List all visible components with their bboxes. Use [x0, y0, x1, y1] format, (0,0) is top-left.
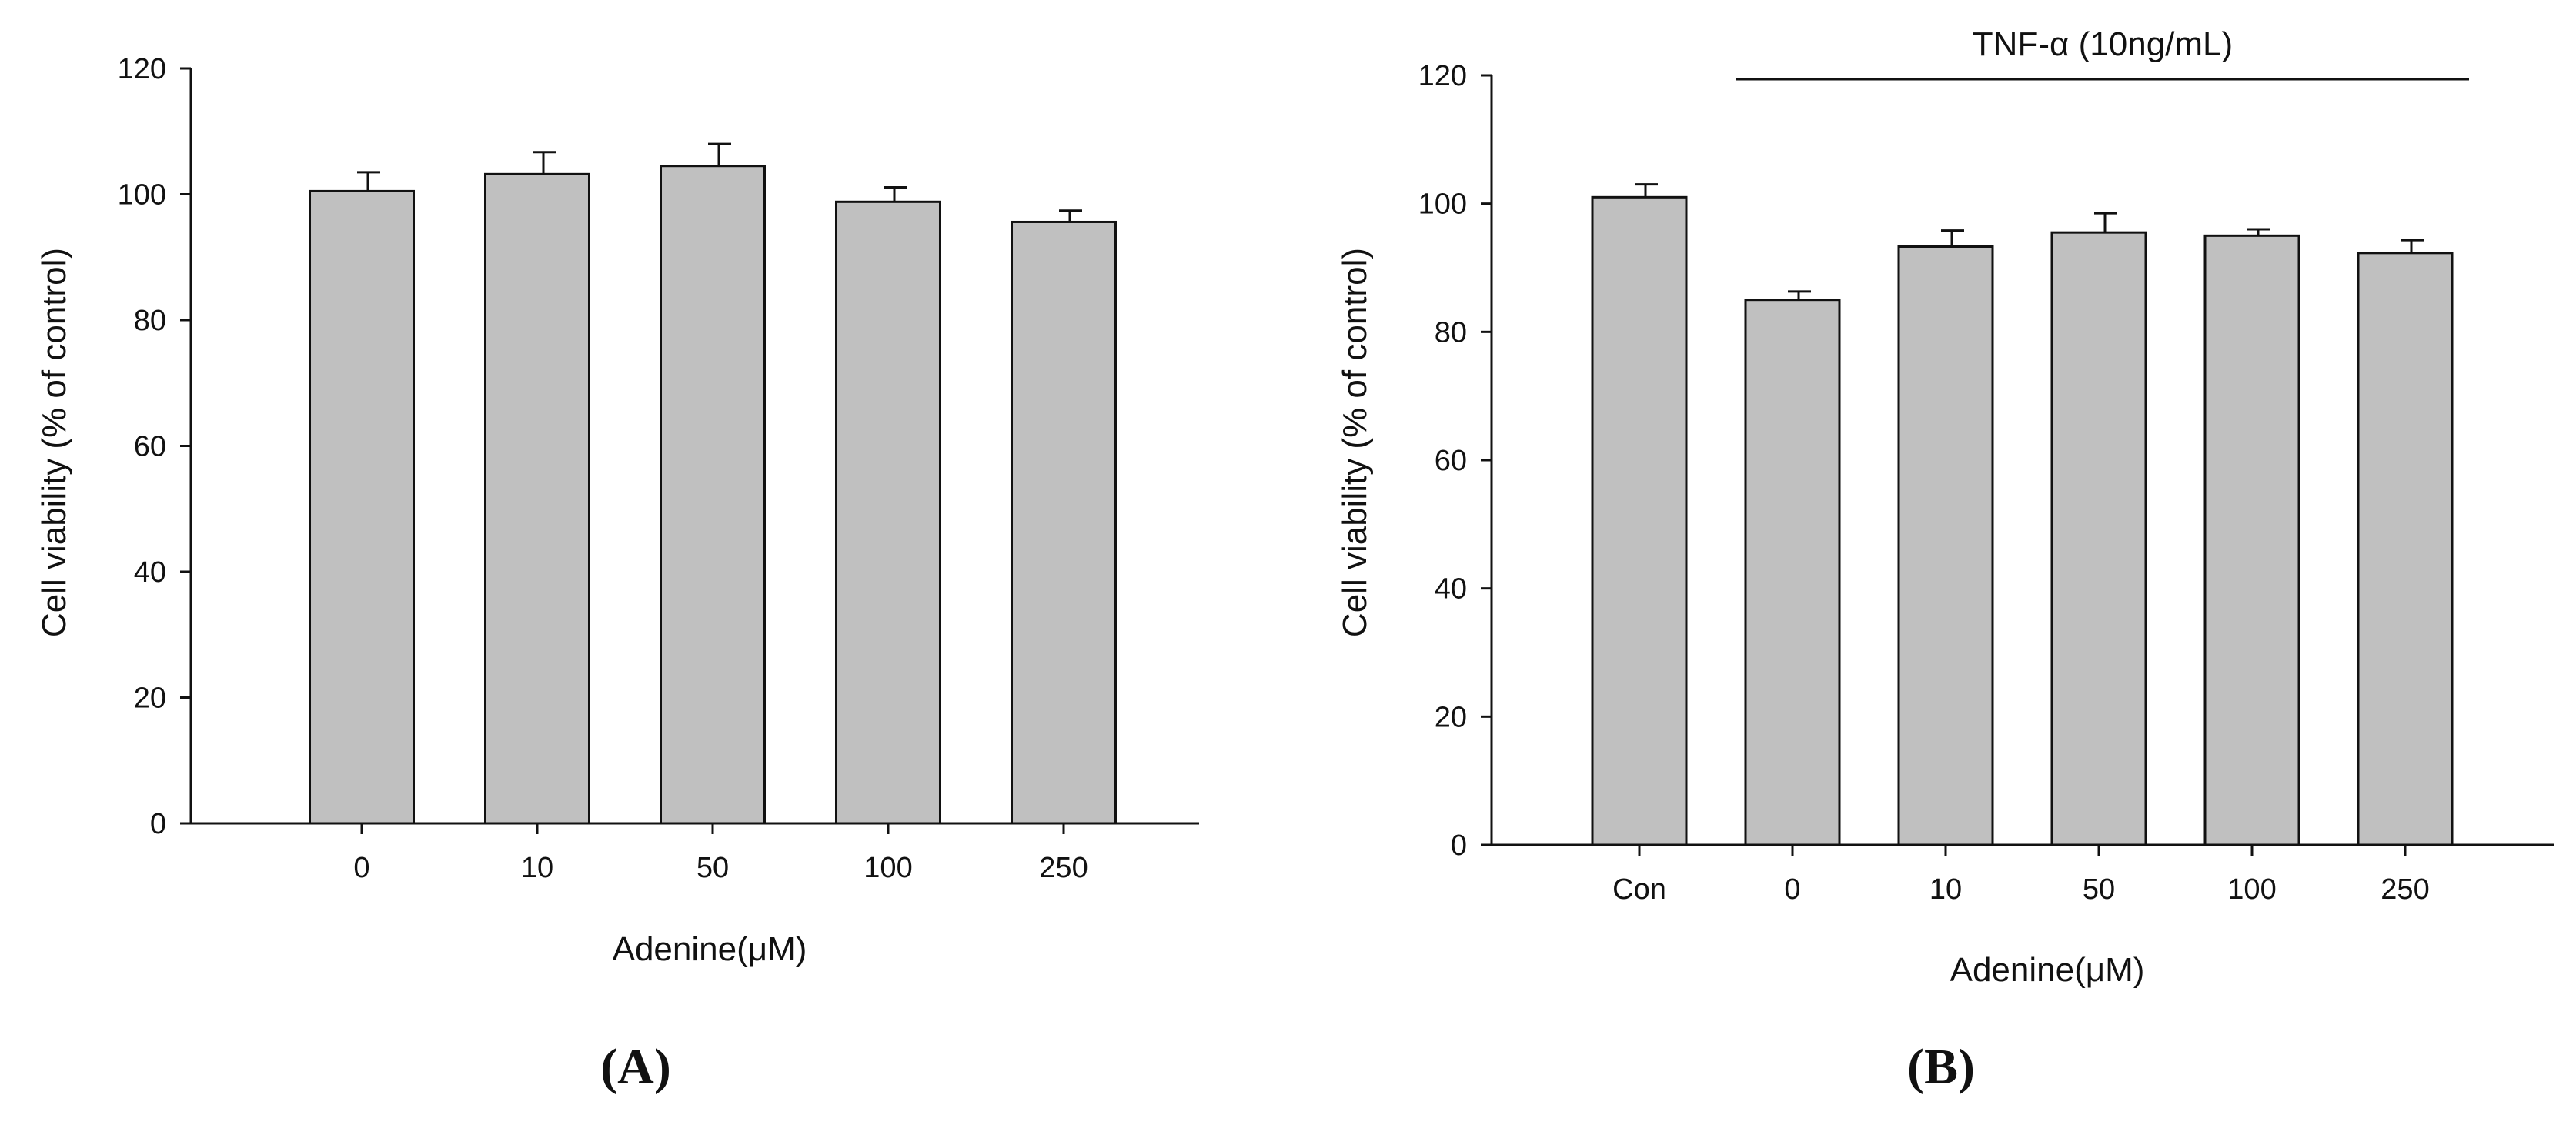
- y-tick-label: 100: [1418, 189, 1467, 221]
- x-tick-label: 250: [1039, 852, 1088, 884]
- y-tick-label: 40: [1435, 573, 1467, 606]
- x-tick-label: 250: [2381, 873, 2429, 906]
- x-ticks-a: 0 10 50 100 250: [353, 823, 1088, 884]
- x-axis-label-b: Adenine(μM): [1950, 951, 2145, 989]
- bar: [835, 200, 941, 825]
- x-tick-label: 50: [697, 852, 729, 884]
- bar: [1591, 195, 1688, 846]
- bars-a: [309, 165, 1117, 825]
- bar: [309, 189, 415, 825]
- panel-letter-a: A: [617, 1039, 654, 1095]
- y-axis-label-b: Cell viability (% of control): [1336, 248, 1374, 637]
- y-tick-label: 120: [1418, 60, 1467, 92]
- bar: [2357, 252, 2454, 846]
- y-tick-label: 60: [1435, 445, 1467, 477]
- x-tick-label: 10: [1929, 873, 1962, 906]
- y-tick-label: 80: [1435, 316, 1467, 349]
- x-tick-label: Con: [1612, 873, 1666, 906]
- y-ticks-b: 0 20 40 60 80 100 120: [1418, 60, 1492, 862]
- chart-panel-a: 0 20 40 60 80 100 120 0 10 50 100 250 Cell viabili…: [35, 53, 1199, 1095]
- y-tick-label: 0: [150, 808, 166, 840]
- y-tick-label: 60: [134, 431, 166, 463]
- x-tick-label: 0: [1784, 873, 1800, 906]
- y-tick-label: 20: [1435, 701, 1467, 733]
- y-tick-label: 20: [134, 683, 166, 715]
- y-tick-label: 40: [134, 556, 166, 589]
- y-tick-label: 120: [118, 53, 166, 85]
- bar: [660, 165, 766, 825]
- x-ticks-b: Con 0 10 50 100 250: [1612, 845, 2430, 906]
- panel-label-a: (A): [600, 1039, 671, 1095]
- chart-panel-b: 0 20 40 60 80 100 120 Con 0 10 50 100 250 TNF-α (10…: [1336, 25, 2554, 1095]
- bars-b: [1591, 195, 2454, 846]
- y-ticks-a: 0 20 40 60 80 100 120: [118, 53, 191, 840]
- error-bars-b: [1635, 183, 2424, 300]
- bar: [484, 172, 590, 825]
- panel-label-b: (B): [1907, 1039, 1975, 1095]
- x-axis-label-a: Adenine(μM): [613, 930, 807, 968]
- bar: [1897, 245, 1994, 846]
- bar: [2203, 234, 2300, 846]
- x-tick-label: 50: [2083, 873, 2115, 906]
- treatment-annotation-b: TNF-α (10ng/mL): [1973, 25, 2233, 63]
- y-tick-label: 80: [134, 305, 166, 337]
- x-tick-label: 100: [864, 852, 912, 884]
- y-tick-label: 0: [1451, 830, 1467, 862]
- bar: [1011, 220, 1117, 825]
- error-bars-a: [357, 142, 1082, 222]
- bar: [1744, 299, 1841, 846]
- y-axis-label-a: Cell viability (% of control): [35, 248, 73, 637]
- x-tick-label: 10: [521, 852, 553, 884]
- bar: [2050, 231, 2147, 846]
- panel-letter-b: B: [1924, 1039, 1958, 1095]
- x-tick-label: 100: [2227, 873, 2276, 906]
- x-tick-label: 0: [353, 852, 369, 884]
- y-tick-label: 100: [118, 179, 166, 212]
